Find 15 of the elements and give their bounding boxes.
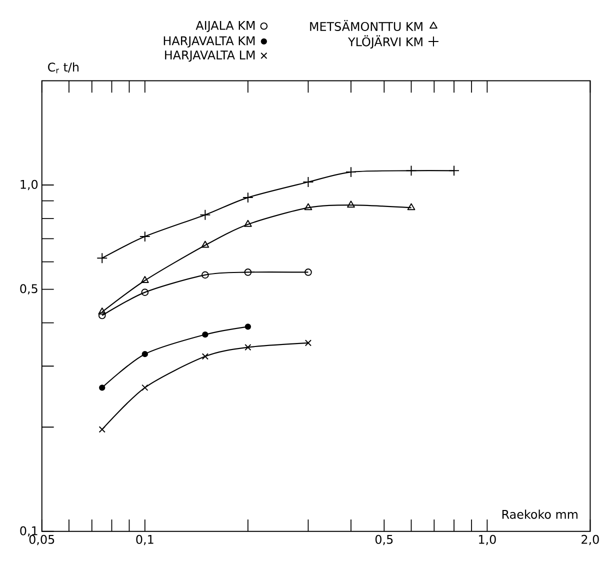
x-tick-label: 0,1 <box>136 534 154 545</box>
x-axis-title: Raekoko mm <box>502 510 578 519</box>
legend-label: HARJAVALTA LM <box>165 50 255 62</box>
x-tick-label: 2,0 <box>582 534 599 545</box>
legend-label: METSÄMONTTU KM <box>310 20 422 31</box>
legend-label: HARJAVALTA KM <box>164 36 255 48</box>
x-tick-label: 0,5 <box>375 534 393 545</box>
y-axis-title: C$_{r}$ t/h <box>48 62 78 74</box>
y-tick-label: 0,1 <box>20 526 38 536</box>
x-tick-label: 1,0 <box>479 534 496 545</box>
x-tick-label: 0,05 <box>29 534 54 545</box>
legend-label: AIJALA KM <box>196 20 255 32</box>
y-tick-label: 1,0 <box>20 180 38 190</box>
legend-label: YLÖJÄRVI KM <box>348 35 422 48</box>
y-tick-label: 0,5 <box>20 284 38 294</box>
